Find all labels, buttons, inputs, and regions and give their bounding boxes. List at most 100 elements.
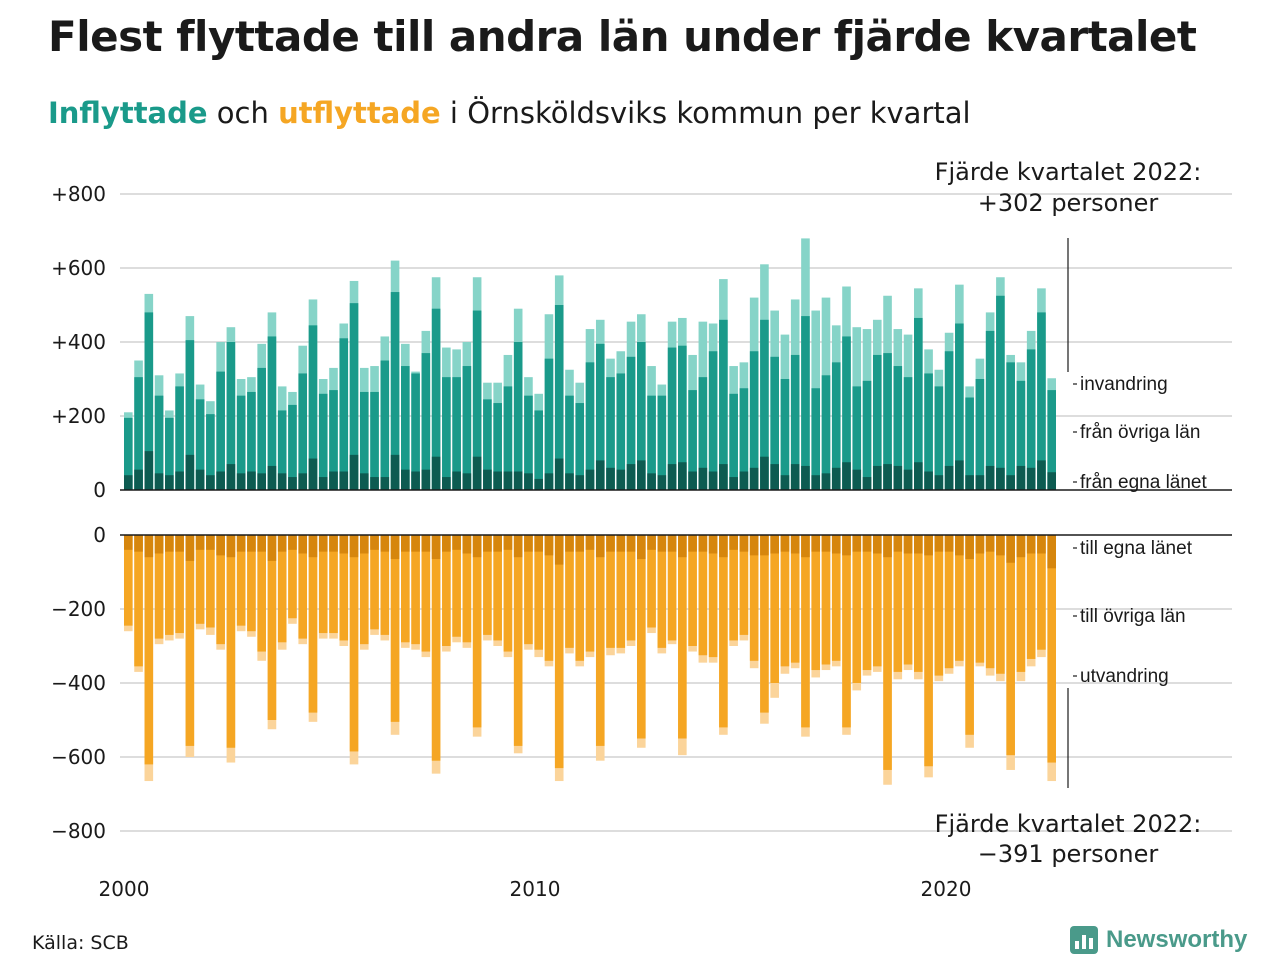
- bar-in-ovriga-lan: [124, 417, 133, 490]
- bar-in-egna-lanet: [688, 471, 697, 490]
- bar-in-ovriga-lan: [842, 336, 851, 490]
- bar-out-ovriga-lan: [267, 535, 277, 720]
- bar-in-ovriga-lan: [554, 305, 564, 490]
- bar-out-ovriga-lan: [1026, 535, 1036, 659]
- bar-out-egna-lanet: [637, 535, 646, 560]
- bar-out-ovriga-lan: [1047, 535, 1056, 763]
- bar-in-egna-lanet: [893, 465, 903, 490]
- bar-in-ovriga-lan: [565, 395, 574, 490]
- bar-in-egna-lanet: [329, 471, 338, 490]
- bar-out-ovriga-lan: [524, 535, 533, 645]
- y-tick-label-top: +200: [51, 404, 106, 428]
- bar-out-ovriga-lan: [842, 535, 851, 728]
- bar-in-egna-lanet: [257, 473, 266, 490]
- bar-in-egna-lanet: [175, 471, 184, 490]
- bar-out-egna-lanet: [647, 535, 656, 550]
- bar-in-ovriga-lan: [401, 366, 410, 490]
- bar-in-egna-lanet: [924, 471, 933, 490]
- bar-in-ovriga-lan: [801, 316, 810, 490]
- bar-in-egna-lanet: [903, 469, 913, 490]
- annotation-bottom-line1: Fjärde kvartalet 2022:: [935, 810, 1202, 838]
- bar-in-ovriga-lan: [503, 386, 513, 490]
- bar-in-egna-lanet: [996, 467, 1005, 490]
- bar-out-egna-lanet: [965, 535, 974, 560]
- bar-out-egna-lanet: [883, 535, 892, 558]
- bar-in-egna-lanet: [298, 473, 308, 490]
- bar-out-ovriga-lan: [318, 535, 328, 634]
- bar-out-egna-lanet: [719, 535, 728, 558]
- chart-title: Flest flyttade till andra län under fjär…: [48, 12, 1197, 61]
- bar-in-ovriga-lan: [893, 366, 903, 490]
- bar-in-ovriga-lan: [914, 317, 923, 490]
- bar-out-ovriga-lan: [349, 535, 359, 752]
- bar-out-egna-lanet: [678, 535, 687, 558]
- bar-in-ovriga-lan: [606, 377, 615, 490]
- bar-out-egna-lanet: [790, 535, 800, 554]
- bar-in-ovriga-lan: [1026, 349, 1036, 490]
- bar-in-egna-lanet: [739, 471, 749, 490]
- bar-out-egna-lanet: [483, 535, 492, 552]
- bar-in-egna-lanet: [719, 464, 728, 490]
- bar-out-ovriga-lan: [667, 535, 677, 641]
- bar-out-egna-lanet: [729, 535, 738, 550]
- y-tick-label-bottom: 0: [93, 523, 106, 547]
- bar-out-egna-lanet: [606, 535, 615, 552]
- bar-out-ovriga-lan: [165, 535, 174, 635]
- bar-in-egna-lanet: [1016, 465, 1026, 490]
- bar-out-egna-lanet: [842, 535, 851, 556]
- bar-in-ovriga-lan: [1047, 390, 1056, 490]
- bar-in-egna-lanet: [606, 467, 615, 490]
- bar-in-egna-lanet: [308, 458, 318, 490]
- bar-in-egna-lanet: [236, 473, 246, 490]
- bar-in-ovriga-lan: [657, 395, 667, 490]
- bar-out-egna-lanet: [575, 535, 585, 552]
- bar-in-egna-lanet: [431, 456, 441, 490]
- bar-in-egna-lanet: [401, 469, 410, 490]
- bar-out-ovriga-lan: [678, 535, 687, 739]
- bar-in-egna-lanet: [185, 454, 195, 490]
- bar-out-ovriga-lan: [760, 535, 769, 713]
- bar-in-egna-lanet: [421, 469, 431, 490]
- bar-out-egna-lanet: [770, 535, 779, 554]
- bar-in-egna-lanet: [975, 475, 985, 490]
- bar-in-egna-lanet: [462, 473, 472, 490]
- bar-out-egna-lanet: [944, 535, 954, 552]
- bar-out-ovriga-lan: [206, 535, 215, 628]
- bar-in-egna-lanet: [616, 469, 626, 490]
- bar-out-ovriga-lan: [452, 535, 461, 637]
- bar-in-ovriga-lan: [421, 353, 431, 490]
- label-layer: Fjärde kvartalet 2022: +302 personer Fjärd…: [935, 158, 1208, 868]
- bar-in-egna-lanet: [575, 475, 585, 490]
- bar-in-ovriga-lan: [616, 373, 626, 490]
- bar-in-egna-lanet: [288, 477, 297, 490]
- bar-out-egna-lanet: [329, 535, 338, 552]
- bar-in-ovriga-lan: [257, 367, 266, 490]
- bar-in-egna-lanet: [729, 477, 738, 490]
- bar-out-egna-lanet: [288, 535, 297, 550]
- bar-in-egna-lanet: [206, 475, 215, 490]
- y-tick-label-bottom: −600: [51, 745, 106, 769]
- bar-in-ovriga-lan: [708, 351, 718, 490]
- bar-out-egna-lanet: [626, 535, 636, 552]
- series-label-till-ovriga-lan: till övriga län: [1080, 606, 1186, 627]
- bar-out-ovriga-lan: [411, 535, 420, 645]
- bar-out-ovriga-lan: [883, 535, 892, 770]
- bar-out-egna-lanet: [893, 535, 903, 552]
- y-tick-label-top: +600: [51, 256, 106, 280]
- bar-out-egna-lanet: [472, 535, 482, 558]
- bar-out-ovriga-lan: [872, 535, 882, 667]
- annotation-top-line1: Fjärde kvartalet 2022:: [935, 158, 1202, 186]
- bar-in-ovriga-lan: [165, 417, 174, 490]
- bar-out-egna-lanet: [257, 535, 266, 552]
- bar-out-ovriga-lan: [134, 535, 143, 667]
- subtitle-inflow-word: Inflyttade: [48, 96, 208, 130]
- bar-in-ovriga-lan: [678, 345, 687, 490]
- bar-in-egna-lanet: [226, 464, 236, 490]
- bar-in-ovriga-lan: [483, 399, 492, 490]
- bar-out-ovriga-lan: [944, 535, 954, 669]
- bar-in-egna-lanet: [513, 471, 523, 490]
- bar-in-egna-lanet: [595, 460, 605, 490]
- bar-out-egna-lanet: [462, 535, 472, 554]
- bar-in-ovriga-lan: [985, 330, 995, 490]
- bar-out-ovriga-lan: [831, 535, 841, 661]
